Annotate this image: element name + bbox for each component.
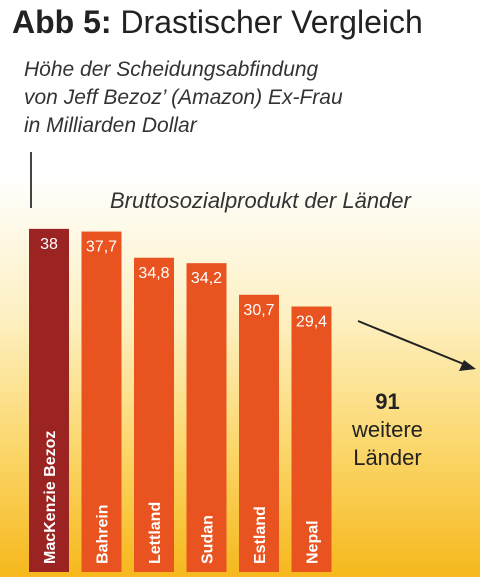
title-text: Drastischer Vergleich bbox=[111, 4, 423, 40]
subtitle-pointer-line bbox=[30, 152, 32, 208]
category-label: Estland bbox=[252, 506, 269, 564]
more-countries-line2: Länder bbox=[353, 445, 422, 470]
arrow-line bbox=[357, 320, 467, 366]
subtitle-line: von Jeff Bezoz’ (Amazon) Ex-Frau bbox=[24, 86, 343, 109]
bar-estland bbox=[239, 294, 279, 572]
value-label: 34,2 bbox=[191, 270, 222, 287]
value-label: 30,7 bbox=[243, 302, 274, 319]
value-label: 29,4 bbox=[296, 314, 327, 331]
category-label: Nepal bbox=[305, 520, 322, 564]
category-label: Lettland bbox=[147, 502, 164, 564]
bar-sudan bbox=[186, 263, 227, 572]
category-label: Sudan bbox=[200, 515, 217, 564]
chart-subtitle: Höhe der Scheidungsabfindung von Jeff Be… bbox=[24, 56, 464, 140]
bar-bahrein bbox=[81, 231, 122, 572]
category-label: Bahrein bbox=[95, 504, 112, 564]
more-countries-line1: weitere bbox=[352, 417, 423, 442]
more-countries-count: 91 bbox=[375, 389, 400, 414]
subtitle-line: Höhe der Scheidungsabfindung bbox=[24, 58, 319, 81]
category-label: MacKenzie Bezoz bbox=[42, 431, 59, 564]
value-label: 34,8 bbox=[138, 265, 169, 282]
bar-mackenzie-bezoz bbox=[29, 228, 69, 573]
bar-lettland bbox=[134, 257, 174, 572]
value-label: 37,7 bbox=[86, 239, 117, 256]
chart-title: Abb 5: Drastischer Vergleich bbox=[12, 4, 423, 41]
countries-annotation: Bruttosozialprodukt der Länder bbox=[110, 188, 411, 213]
more-countries-note: 91 weitere Länder bbox=[352, 388, 423, 472]
value-label: 38 bbox=[40, 236, 58, 253]
bar-nepal bbox=[291, 306, 332, 572]
title-prefix: Abb 5: bbox=[12, 4, 112, 40]
subtitle-line: in Milliarden Dollar bbox=[24, 114, 197, 137]
arrow-head-icon bbox=[459, 360, 476, 371]
